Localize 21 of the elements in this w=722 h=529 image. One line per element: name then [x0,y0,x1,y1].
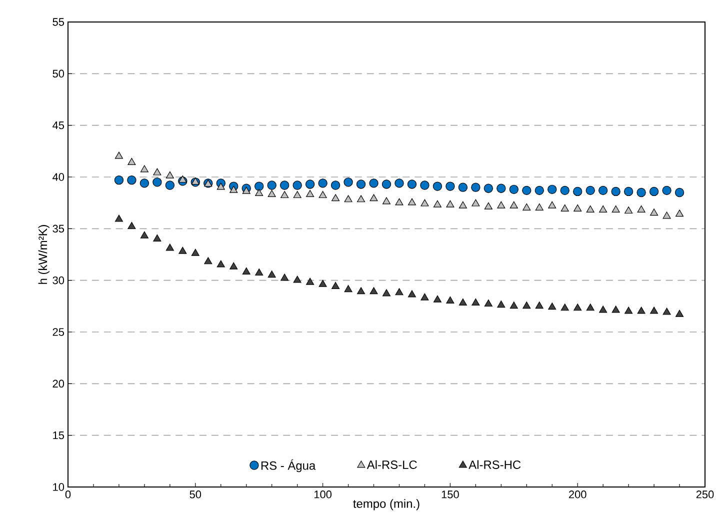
y-tick-label: 25 [52,328,64,336]
y-tick-label: 15 [53,432,64,440]
x-tick-label: 0 [65,490,71,498]
x-tick-label: 50 [190,490,202,498]
legend-label: Al-RS-LC [366,460,417,469]
x-tick-label: 250 [696,490,714,498]
y-tick-label: 30 [52,276,64,284]
x-tick-label: 200 [569,490,586,498]
y-tick-label: 20 [52,380,64,388]
y-tick-label: 50 [52,70,64,78]
x-tick-label: 100 [314,490,332,498]
y-tick-label: 55 [52,18,64,26]
x-tick-label: 150 [442,490,459,498]
legend-label: RS - Água [261,459,316,472]
legend-label: Al-RS-HC [468,460,521,469]
y-axis-title: h (kW/m²K) [38,225,50,284]
y-tick-label: 35 [52,224,64,233]
y-tick-label: 45 [52,122,64,130]
y-tick-label: 40 [52,173,64,181]
x-axis-title: tempo (min.) [353,499,420,510]
y-tick-label: 10 [53,483,64,491]
